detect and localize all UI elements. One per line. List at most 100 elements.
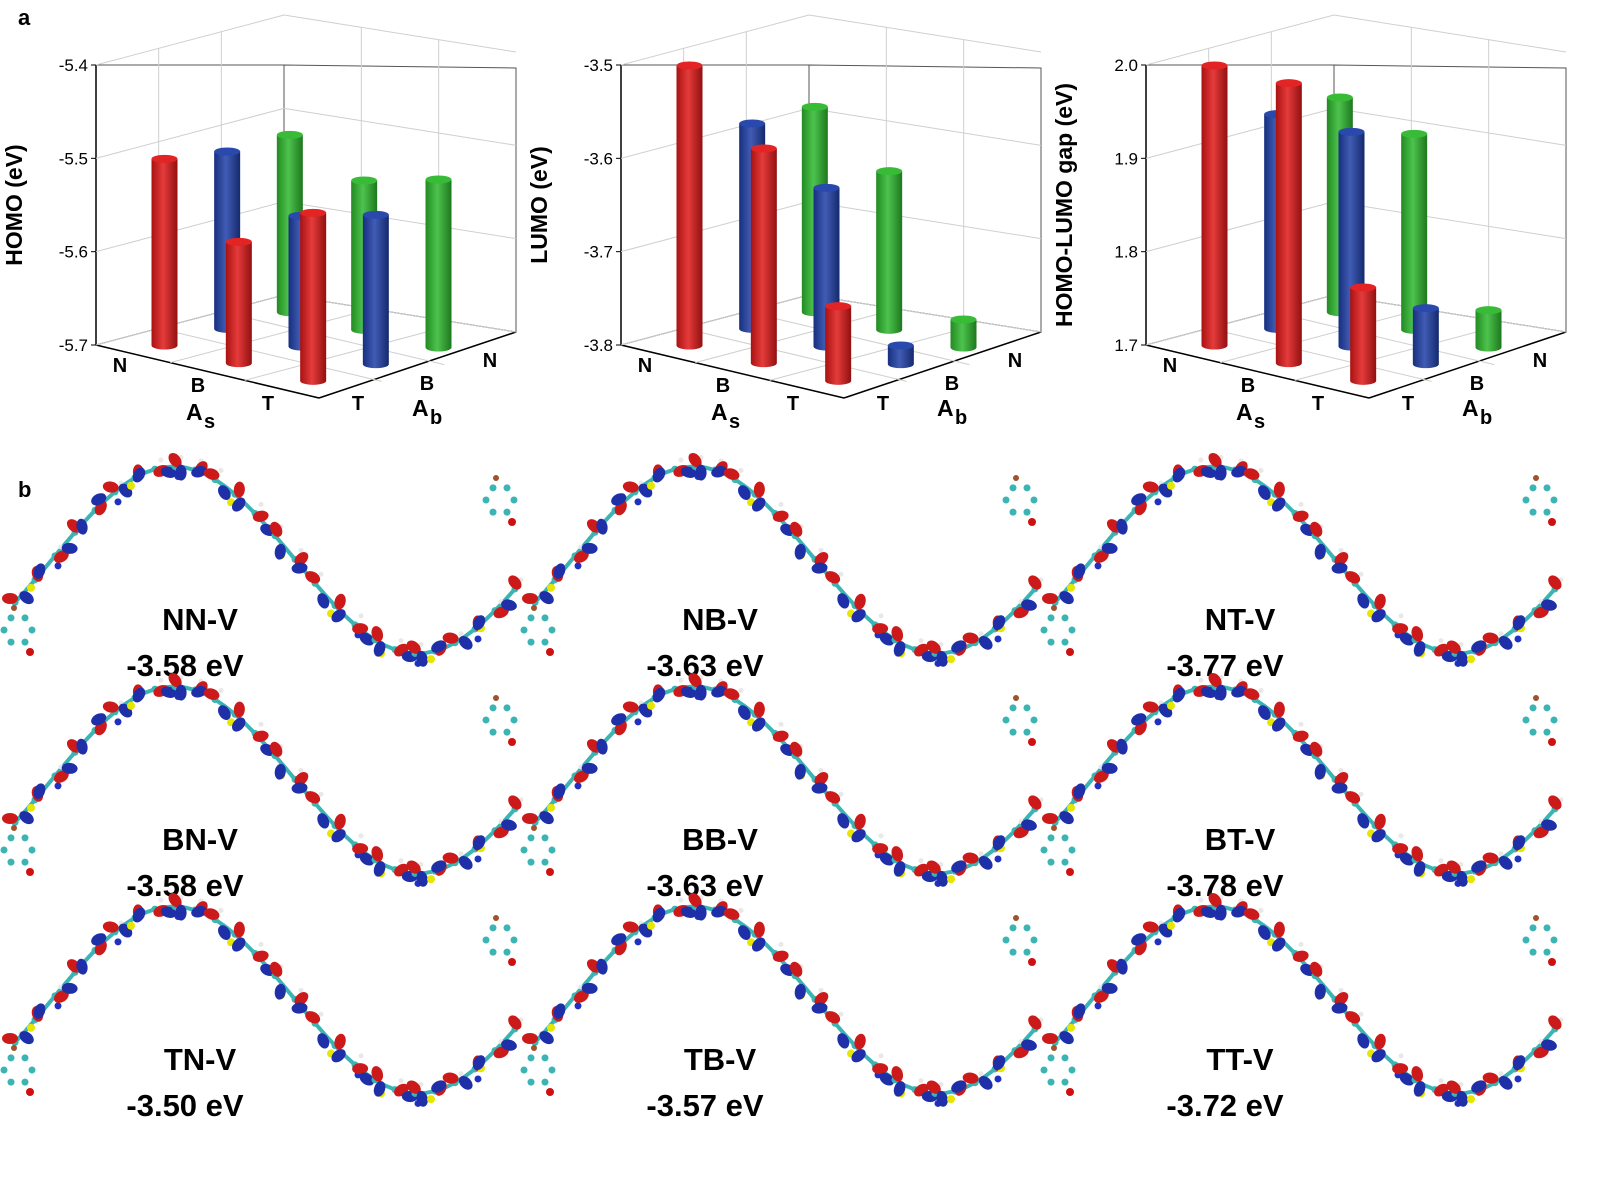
orbital-image-2: NT-V -3.77 eV	[1040, 452, 1564, 683]
atom-H	[838, 571, 844, 577]
orbital-lobe	[573, 990, 589, 1003]
orbital-lobe	[891, 626, 904, 642]
orbital-lobe	[132, 467, 146, 483]
ring-atom	[489, 728, 497, 736]
atom-S	[947, 655, 955, 664]
atom-H	[818, 547, 824, 553]
orbital-lobe	[596, 738, 608, 755]
ring-atom	[1543, 924, 1551, 932]
orbital-lobe	[1541, 819, 1557, 831]
orbital-lobe	[1310, 521, 1323, 537]
ring-atom	[1047, 1054, 1055, 1062]
orbital-lobe	[1411, 626, 1424, 642]
ring-atom	[7, 614, 15, 622]
atom-H	[158, 457, 164, 463]
atom-H	[1358, 1011, 1364, 1017]
ring-atom	[1047, 638, 1055, 646]
atom-H	[1398, 613, 1404, 619]
orbital-lobe	[1471, 860, 1487, 873]
atom-Br	[531, 1045, 537, 1051]
orbital-lobe	[978, 855, 993, 870]
ring-atom	[21, 858, 29, 866]
bar-top	[300, 208, 327, 217]
orbital-lobe	[872, 1063, 889, 1075]
orbital-lobe	[711, 905, 727, 918]
bar	[1401, 129, 1428, 334]
atom-H	[258, 501, 264, 507]
orbital-lobe	[680, 686, 697, 698]
orbital-lobe	[573, 550, 589, 563]
orbital-lobe	[790, 521, 803, 537]
atom-N	[1514, 1075, 1522, 1083]
orbital-lobe	[1093, 770, 1109, 783]
ring-atom	[510, 936, 518, 944]
ab-category-label: B	[420, 373, 434, 395]
orbital-lobe	[1258, 485, 1271, 501]
orbital-lobe	[581, 542, 598, 554]
orbital-lobe	[1243, 688, 1260, 700]
orbital-lobe	[1482, 852, 1499, 864]
ring-atom	[1529, 508, 1537, 516]
ring-atom	[1068, 626, 1076, 634]
ring-atom	[7, 834, 15, 842]
orbital-lobe	[695, 464, 707, 481]
molecule-name: TB-V	[684, 1042, 757, 1077]
atom-O	[508, 958, 516, 966]
atom-O	[546, 648, 554, 656]
orbital-lobe	[723, 908, 740, 920]
orbital-lobe	[794, 543, 806, 560]
orbital-lobe	[1310, 741, 1323, 757]
orbital-lobe	[1471, 640, 1487, 653]
orbital-lobe	[688, 892, 702, 908]
bar	[425, 175, 452, 352]
atom-Br	[11, 1045, 17, 1051]
orbital-image-7: TB-V -3.57 eV	[520, 892, 1044, 1123]
grid-left	[1145, 201, 1335, 253]
ring-atom	[7, 858, 15, 866]
orbital-lobe	[458, 855, 473, 870]
ring-atom	[1068, 846, 1076, 854]
orbital-lobe	[723, 688, 740, 700]
orbital-lobe	[191, 905, 207, 918]
orbital-lobe	[334, 813, 346, 830]
atom-N	[574, 1002, 582, 1010]
orbital-lobe	[893, 1081, 906, 1097]
y-tick-label: -3.8	[584, 336, 613, 355]
orbital-lobe	[1142, 481, 1159, 493]
orbital-lobe	[1512, 1055, 1526, 1071]
orbital-lobe	[772, 730, 789, 742]
orbital-lobe	[811, 562, 828, 574]
orbital-lobe	[811, 782, 828, 794]
orbital-lobe	[1331, 562, 1348, 574]
atom-N	[474, 855, 482, 863]
orbital-lobe	[1541, 1039, 1557, 1051]
atom-Br	[493, 695, 499, 701]
atom-H	[258, 941, 264, 947]
orbital-lobe	[879, 1072, 895, 1086]
atom-O	[1028, 958, 1036, 966]
y-tick-label: -3.6	[584, 149, 613, 168]
atom-H	[158, 677, 164, 683]
atom-H	[418, 1081, 424, 1087]
y-tick-label: -3.5	[584, 56, 613, 75]
ring-atom	[541, 638, 549, 646]
molecule-lumo-energy: -3.57 eV	[646, 1088, 764, 1123]
grid-left	[620, 294, 810, 346]
atom-H	[1258, 468, 1264, 474]
ab-axis-title: A	[1462, 395, 1479, 421]
atom-Br	[1533, 695, 1539, 701]
as-category-label: T	[787, 393, 799, 415]
atom-S	[547, 583, 555, 592]
ring-atom	[0, 1066, 8, 1074]
orbital-lobe	[175, 684, 187, 701]
atom-N	[114, 718, 122, 726]
orbital-lobe	[1331, 1002, 1348, 1014]
orbital-lobe	[431, 640, 447, 653]
atom-H	[1498, 851, 1504, 857]
orbital-lobe	[1548, 795, 1562, 810]
ring-atom	[503, 484, 511, 492]
orbital-lobe	[1101, 762, 1118, 774]
orbital-lobe	[893, 641, 906, 657]
atom-H	[818, 987, 824, 993]
atom-H	[418, 641, 424, 647]
